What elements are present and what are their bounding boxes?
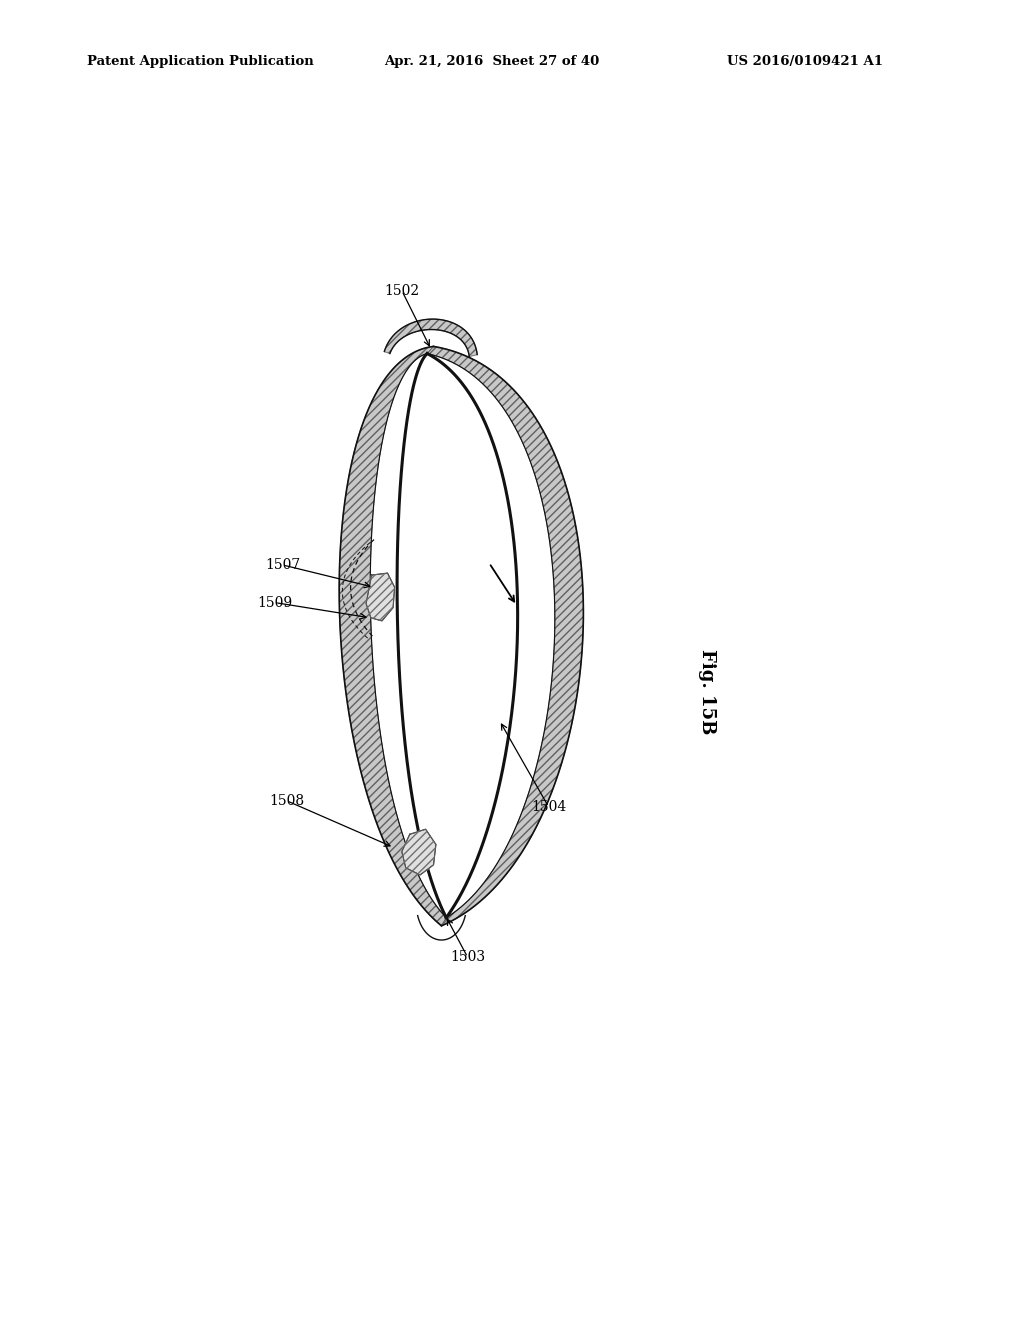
Text: Apr. 21, 2016  Sheet 27 of 40: Apr. 21, 2016 Sheet 27 of 40: [384, 55, 599, 69]
Text: Patent Application Publication: Patent Application Publication: [87, 55, 313, 69]
Text: 1509: 1509: [257, 595, 293, 610]
Text: US 2016/0109421 A1: US 2016/0109421 A1: [727, 55, 883, 69]
Polygon shape: [384, 319, 477, 356]
Polygon shape: [401, 829, 436, 875]
Polygon shape: [339, 346, 446, 925]
Text: 1503: 1503: [451, 950, 485, 965]
Polygon shape: [427, 346, 584, 925]
Text: 1508: 1508: [269, 793, 304, 808]
Text: Fig. 15B: Fig. 15B: [698, 649, 717, 735]
Text: 1504: 1504: [531, 800, 566, 814]
Text: 1502: 1502: [384, 284, 420, 297]
Polygon shape: [367, 573, 394, 620]
Text: 1507: 1507: [265, 558, 300, 572]
